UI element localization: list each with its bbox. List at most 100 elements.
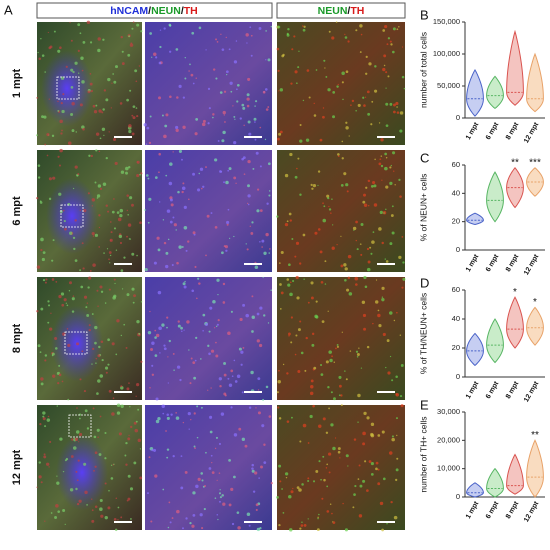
texture	[91, 205, 93, 207]
texture	[116, 411, 121, 415]
texture	[104, 302, 107, 304]
texture	[385, 102, 389, 106]
texture	[385, 87, 387, 89]
texture	[81, 242, 84, 245]
texture	[62, 209, 65, 212]
texture	[75, 430, 80, 434]
texture	[176, 365, 181, 369]
texture	[300, 524, 304, 527]
texture	[223, 90, 227, 93]
texture	[278, 523, 281, 527]
texture	[269, 248, 271, 250]
texture	[79, 269, 82, 272]
texture	[290, 490, 294, 494]
texture	[314, 231, 318, 235]
texture	[130, 42, 133, 45]
texture	[218, 472, 221, 474]
texture	[180, 486, 184, 490]
texture	[183, 205, 187, 210]
texture	[341, 140, 344, 143]
texture	[219, 489, 221, 491]
texture	[181, 158, 183, 161]
texture	[77, 72, 80, 74]
texture	[147, 177, 150, 180]
texture	[307, 518, 309, 520]
texture	[228, 48, 231, 51]
y-tick-label: 50,000	[437, 81, 460, 90]
texture	[238, 427, 242, 431]
texture	[202, 329, 204, 332]
texture	[115, 249, 118, 251]
texture	[342, 502, 344, 505]
texture	[109, 262, 111, 264]
texture	[326, 194, 330, 198]
texture	[299, 527, 302, 530]
header-part: NEUN	[318, 5, 348, 17]
texture	[127, 437, 131, 441]
texture	[73, 247, 76, 251]
texture	[288, 212, 292, 216]
texture	[104, 366, 109, 370]
texture	[139, 448, 142, 450]
texture	[279, 88, 284, 92]
texture	[286, 372, 289, 375]
texture	[389, 181, 393, 186]
texture	[240, 350, 244, 354]
texture	[312, 480, 316, 483]
texture	[288, 495, 292, 499]
texture	[144, 267, 148, 272]
header-part: TH	[184, 5, 198, 17]
texture	[227, 377, 230, 380]
texture	[201, 479, 204, 482]
texture	[189, 522, 192, 525]
texture	[178, 84, 182, 88]
texture	[189, 63, 191, 66]
texture	[277, 406, 280, 409]
texture	[218, 442, 222, 446]
texture	[195, 118, 199, 121]
texture	[69, 488, 74, 492]
texture	[289, 281, 292, 284]
texture	[360, 367, 363, 369]
texture	[260, 465, 263, 469]
texture	[389, 311, 393, 315]
texture	[237, 526, 241, 530]
texture	[196, 405, 199, 408]
texture	[154, 354, 158, 357]
texture	[325, 431, 329, 434]
texture	[103, 134, 105, 137]
texture	[337, 83, 339, 86]
texture	[353, 438, 357, 441]
texture	[270, 289, 272, 291]
texture	[374, 89, 378, 93]
texture	[44, 520, 46, 522]
texture	[312, 184, 317, 188]
texture	[194, 132, 198, 136]
texture	[305, 336, 308, 340]
texture	[172, 216, 175, 219]
texture	[268, 190, 271, 192]
texture	[194, 265, 197, 269]
texture	[327, 196, 330, 200]
texture	[298, 488, 302, 492]
texture	[82, 208, 87, 213]
texture	[107, 210, 110, 213]
texture	[384, 166, 388, 171]
texture	[37, 176, 41, 179]
texture	[59, 119, 63, 124]
texture	[76, 342, 80, 346]
texture	[212, 113, 215, 116]
texture	[86, 427, 90, 430]
violin	[526, 439, 544, 498]
texture	[99, 498, 103, 503]
texture	[381, 179, 383, 181]
texture	[401, 75, 405, 79]
x-tick-label: 6 mpt	[485, 380, 501, 400]
texture	[147, 221, 150, 224]
texture	[398, 178, 401, 182]
texture	[195, 77, 197, 79]
texture	[113, 463, 115, 465]
texture	[367, 260, 371, 264]
texture	[58, 192, 62, 196]
texture	[239, 317, 243, 322]
